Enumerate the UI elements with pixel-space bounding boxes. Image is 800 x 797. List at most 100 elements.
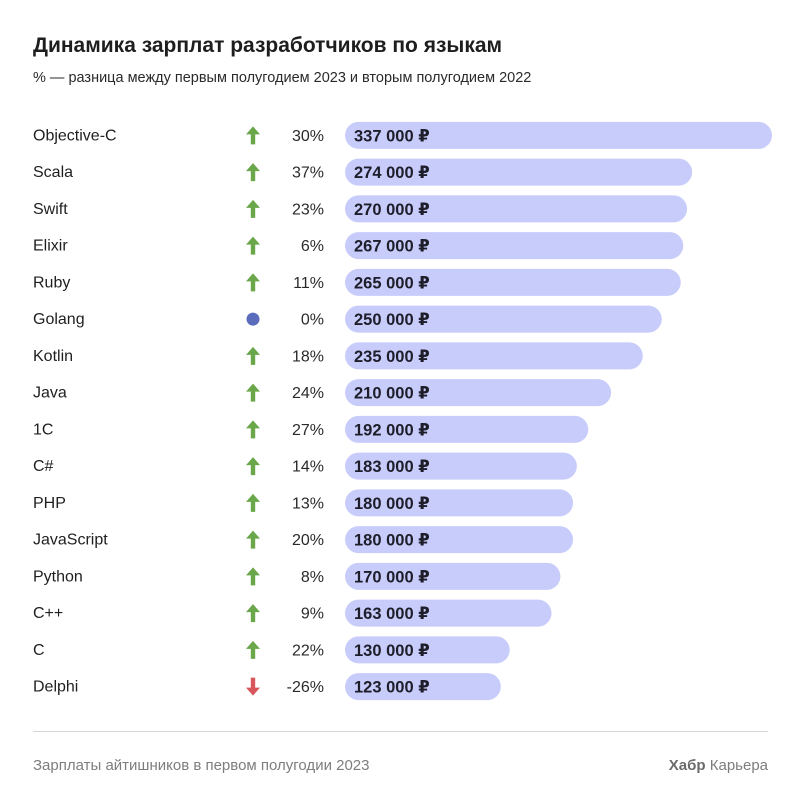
change-label: 6% (301, 238, 324, 255)
down-arrow-shape (246, 677, 260, 696)
value-label: 270 000 ₽ (354, 201, 430, 219)
salary-bar (345, 415, 589, 443)
value-label: 250 000 ₽ (354, 311, 430, 329)
up-arrow-shape (246, 346, 260, 365)
up-arrow-icon (246, 236, 260, 255)
footer-divider (33, 731, 768, 732)
up-arrow-shape (246, 383, 260, 402)
salary-bar (345, 673, 501, 701)
up-arrow-shape (246, 420, 260, 439)
up-arrow-icon (246, 126, 260, 145)
category-label: Swift (33, 201, 68, 218)
up-arrow-shape (246, 457, 260, 476)
up-arrow-icon (246, 199, 260, 218)
up-arrow-shape (246, 199, 260, 218)
value-label: 180 000 ₽ (354, 532, 430, 550)
value-label: 163 000 ₽ (354, 605, 430, 623)
category-label: Ruby (33, 274, 70, 291)
category-label: 1C (33, 421, 53, 438)
no-change-dot-icon (246, 312, 260, 326)
salary-bar (345, 342, 643, 370)
up-arrow-shape (246, 604, 260, 623)
value-label: 183 000 ₽ (354, 458, 430, 476)
change-label: 13% (292, 495, 324, 512)
up-arrow-icon (246, 346, 260, 365)
up-arrow-icon (246, 567, 260, 586)
value-label: 192 000 ₽ (354, 421, 430, 439)
value-label: 337 000 ₽ (354, 127, 430, 145)
value-label: 267 000 ₽ (354, 238, 430, 256)
chart-subtitle: % — разница между первым полугодием 2023… (33, 70, 532, 86)
change-label: 24% (292, 385, 324, 402)
change-label: 20% (292, 532, 324, 549)
up-arrow-icon (246, 493, 260, 512)
category-label: Objective-C (33, 127, 117, 144)
category-label: PHP (33, 495, 66, 512)
salary-bar (345, 232, 684, 260)
up-arrow-shape (246, 493, 260, 512)
up-arrow-shape (246, 530, 260, 549)
category-label: Elixir (33, 238, 68, 255)
salary-bar (345, 452, 577, 480)
brand-suffix: Карьера (709, 757, 768, 774)
chart-title: Динамика зарплат разработчиков по языкам (33, 34, 503, 57)
up-arrow-icon (246, 530, 260, 549)
change-label: 9% (301, 606, 324, 623)
change-label: 22% (292, 642, 324, 659)
down-arrow-icon (246, 677, 260, 696)
salary-bar (345, 489, 574, 517)
salary-bar (345, 158, 693, 186)
brand-name: Хабр (668, 757, 706, 774)
value-label: 274 000 ₽ (354, 164, 430, 182)
value-label: 235 000 ₽ (354, 348, 430, 366)
up-arrow-shape (246, 163, 260, 182)
up-arrow-shape (246, 640, 260, 659)
up-arrow-icon (246, 604, 260, 623)
salary-bar (345, 599, 552, 627)
change-label: 30% (292, 128, 324, 145)
change-label: 18% (292, 348, 324, 365)
value-label: 265 000 ₽ (354, 274, 430, 292)
salary-bar-chart: Objective-C 30% 337 000 ₽ Scala 37% 274 000 ₽… (33, 121, 772, 701)
category-label: C (33, 642, 45, 659)
category-label: Java (33, 385, 67, 402)
change-label: 8% (301, 569, 324, 586)
salary-bar (345, 562, 561, 590)
category-label: JavaScript (33, 532, 108, 549)
value-label: 123 000 ₽ (354, 679, 430, 697)
salary-bar (345, 195, 688, 223)
category-label: Delphi (33, 679, 78, 696)
up-arrow-icon (246, 383, 260, 402)
category-label: Kotlin (33, 348, 73, 365)
category-label: C++ (33, 605, 63, 622)
footer-brand: Хабр Карьера (669, 757, 768, 774)
footer-source: Зарплаты айтишников в первом полугодии 2… (33, 757, 370, 774)
change-label: 23% (292, 201, 324, 218)
up-arrow-icon (246, 640, 260, 659)
category-label: Golang (33, 311, 85, 328)
change-label: -26% (287, 679, 324, 696)
up-arrow-icon (246, 163, 260, 182)
salary-bar (345, 636, 510, 664)
change-label: 14% (292, 459, 324, 476)
category-label: Scala (33, 164, 73, 181)
change-label: 0% (301, 312, 324, 329)
salary-bar (345, 379, 612, 407)
value-label: 210 000 ₽ (354, 385, 430, 403)
salary-bar (345, 526, 574, 554)
up-arrow-icon (246, 273, 260, 292)
category-label: Python (33, 568, 83, 585)
change-label: 37% (292, 165, 324, 182)
up-arrow-icon (246, 420, 260, 439)
value-label: 130 000 ₽ (354, 642, 430, 660)
salary-bar (345, 268, 681, 296)
up-arrow-shape (246, 273, 260, 292)
change-label: 11% (293, 275, 324, 292)
salary-bar (345, 121, 772, 149)
up-arrow-shape (246, 567, 260, 586)
category-label: C# (33, 458, 54, 475)
value-label: 180 000 ₽ (354, 495, 430, 513)
up-arrow-shape (246, 126, 260, 145)
salary-bar (345, 305, 662, 333)
value-label: 170 000 ₽ (354, 568, 430, 586)
